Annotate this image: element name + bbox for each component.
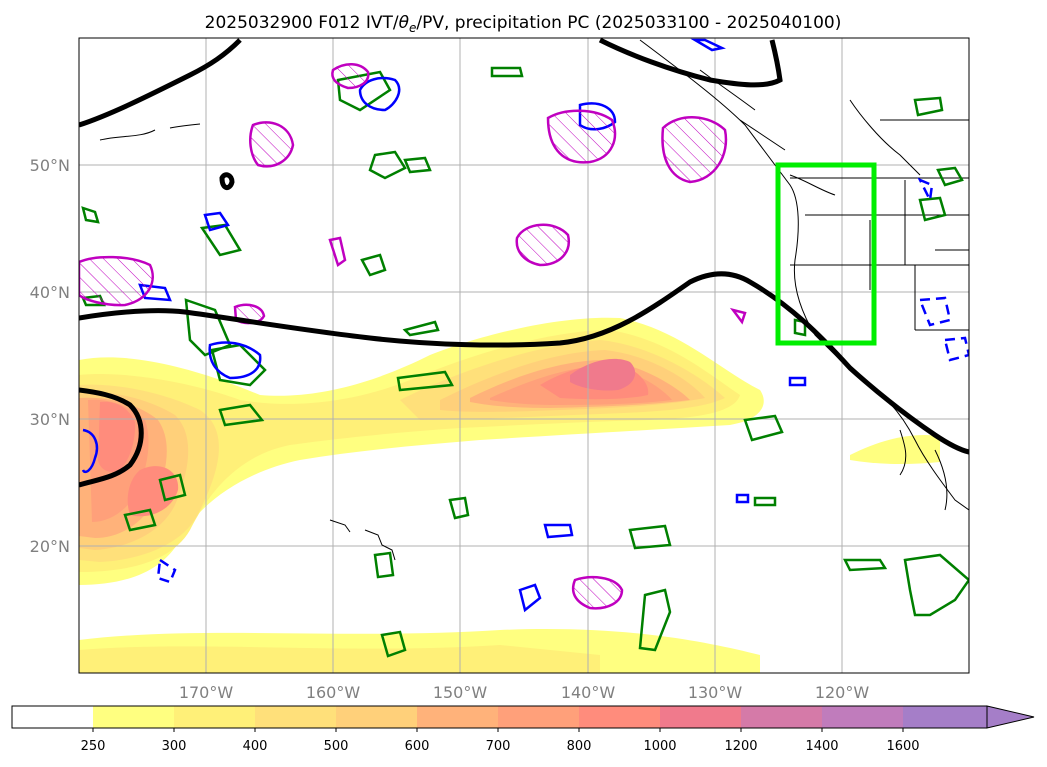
colorbar: 250 300 400 500 600 700 800 1000 1200 14… (11, 705, 1035, 754)
colorbar-label: 700 (486, 739, 511, 754)
colorbar-swatch (579, 706, 660, 728)
black-contours (79, 38, 969, 488)
colorbar-swatch (336, 706, 417, 728)
lon-tick-label: 120°W (815, 683, 870, 702)
colorbar-label: 500 (324, 739, 349, 754)
colorbar-swatch (903, 706, 987, 728)
lon-tick-label: 160°W (306, 683, 361, 702)
colorbar-swatch (498, 706, 579, 728)
colorbar-swatch (822, 706, 903, 728)
map-panel (79, 38, 969, 673)
colorbar-label: 1400 (805, 739, 838, 754)
colorbar-swatch (255, 706, 336, 728)
lat-tick-label: 30°N (30, 410, 70, 429)
lon-tick-label: 130°W (688, 683, 743, 702)
map-title: 2025032900 F012 IVT/θe/PV, precipitation… (205, 13, 842, 35)
colorbar-label: 1200 (724, 739, 757, 754)
colorbar-label: 600 (405, 739, 430, 754)
lat-tick-label: 50°N (30, 156, 70, 175)
colorbar-swatch (660, 706, 741, 728)
colorbar-swatch (174, 706, 255, 728)
colorbar-label: 400 (243, 739, 268, 754)
lat-tick-label: 20°N (30, 537, 70, 556)
lon-tick-label: 150°W (433, 683, 488, 702)
latitude-labels: 20°N 30°N 40°N 50°N (30, 156, 70, 556)
colorbar-label: 250 (81, 739, 106, 754)
green-contours (81, 66, 969, 658)
colorbar-label: 1600 (886, 739, 919, 754)
colorbar-extend-arrow (986, 705, 1035, 729)
highlight-box (775, 162, 877, 346)
lon-tick-label: 170°W (179, 683, 234, 702)
colorbar-swatch (93, 706, 174, 728)
colorbar-swatch (417, 706, 498, 728)
colorbar-swatch (741, 706, 822, 728)
colorbar-label: 300 (162, 739, 187, 754)
longitude-labels: 170°W 160°W 150°W 140°W 130°W 120°W (179, 683, 870, 702)
colorbar-swatch (12, 706, 93, 728)
lon-tick-label: 140°W (561, 683, 616, 702)
lat-tick-label: 40°N (30, 283, 70, 302)
colorbar-label: 800 (567, 739, 592, 754)
map-frame (78, 37, 970, 674)
blue-contours (81, 38, 969, 613)
coastlines (99, 39, 969, 561)
magenta-contours (79, 63, 747, 610)
colorbar-label: 1000 (643, 739, 676, 754)
